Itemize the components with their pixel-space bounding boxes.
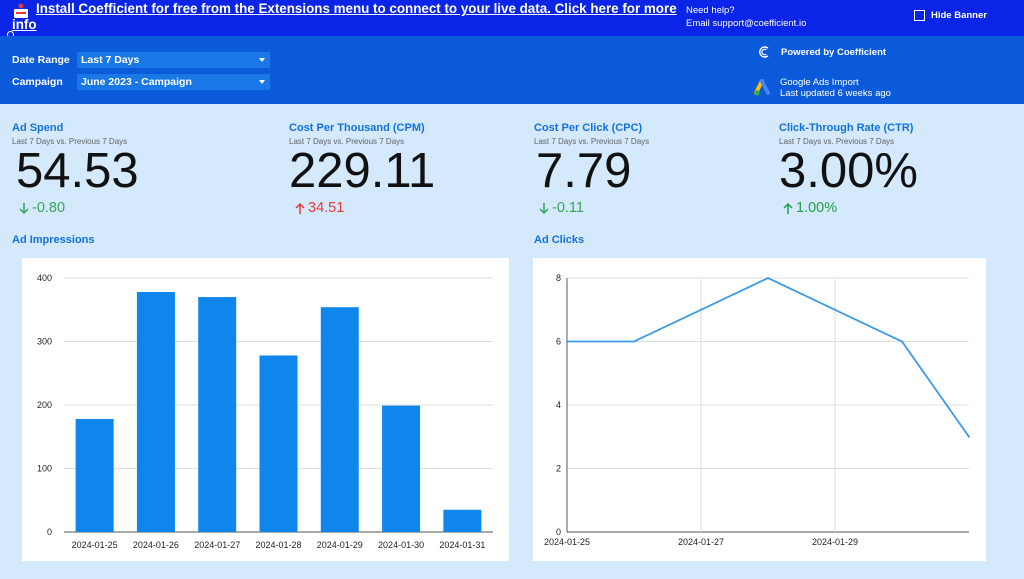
data-point bbox=[566, 340, 568, 343]
date-range-label: Date Range bbox=[12, 54, 70, 66]
x-tick-label: 2024-01-30 bbox=[378, 540, 424, 550]
data-point bbox=[968, 435, 970, 438]
kpi-value: 54.53 bbox=[16, 144, 139, 198]
kpi-delta: -0.80 bbox=[18, 200, 139, 216]
kpi-title: Ad Spend bbox=[12, 122, 64, 134]
arrow-down-icon bbox=[19, 202, 29, 214]
x-tick-label: 2024-01-31 bbox=[439, 540, 485, 550]
y-tick-label: 2 bbox=[556, 464, 561, 474]
filter-bar: Date Range Last 7 Days Campaign June 202… bbox=[0, 36, 1024, 104]
arrow-up-icon bbox=[783, 202, 793, 214]
date-range-value: Last 7 Days bbox=[81, 54, 140, 66]
kpi-title: Click-Through Rate (CTR) bbox=[779, 122, 914, 134]
help-info: Need help? Email support@coefficient.io bbox=[686, 4, 806, 30]
campaign-select[interactable]: June 2023 - Campaign bbox=[77, 74, 270, 90]
kpi-title: Cost Per Click (CPC) bbox=[534, 122, 643, 134]
data-point bbox=[700, 308, 702, 311]
ad-clicks-title: Ad Clicks bbox=[534, 234, 585, 246]
data-point bbox=[834, 308, 836, 311]
powered-by: Powered by Coefficient bbox=[757, 45, 886, 59]
coefficient-logo-icon bbox=[759, 46, 769, 58]
kpi-delta: 1.00% bbox=[782, 200, 918, 216]
kpi-value: 229.11 bbox=[289, 144, 436, 198]
x-tick-label: 2024-01-25 bbox=[544, 537, 590, 547]
kpi-subtitle: Last 7 Days vs. Previous 7 Days bbox=[779, 137, 895, 146]
x-tick-label: 2024-01-27 bbox=[678, 537, 724, 547]
ad-impressions-svg: 0 100 200 300 400 2024-01-25 2024-01-26 2024-01… bbox=[37, 273, 493, 550]
y-tick-label: 0 bbox=[556, 527, 561, 537]
kpi-ad-spend: Ad Spend Last 7 Days vs. Previous 7 Days… bbox=[12, 122, 139, 216]
install-coefficient-link[interactable]: Install Coefficient for free from the Ex… bbox=[12, 1, 677, 32]
coefficient-extension-icon bbox=[14, 3, 28, 18]
ad-impressions-chart: 0 100 200 300 400 2024-01-25 2024-01-26 2024-01… bbox=[22, 258, 509, 561]
y-tick-label: 0 bbox=[47, 527, 52, 537]
bar bbox=[259, 355, 298, 532]
kpi-title: Cost Per Thousand (CPM) bbox=[289, 122, 425, 134]
kpi-delta-value: -0.11 bbox=[552, 200, 584, 216]
y-tick-label: 8 bbox=[556, 273, 561, 283]
data-point bbox=[633, 340, 635, 343]
kpi-subtitle: Last 7 Days vs. Previous 7 Days bbox=[289, 137, 405, 146]
x-tick-label: 2024-01-27 bbox=[194, 540, 240, 550]
bar bbox=[382, 405, 421, 532]
kpi-delta: 34.51 bbox=[294, 200, 435, 216]
y-tick-label: 200 bbox=[37, 400, 52, 410]
kpi-cpc: Cost Per Click (CPC) Last 7 Days vs. Pre… bbox=[534, 122, 649, 216]
kpi-delta-value: -0.80 bbox=[32, 200, 66, 216]
x-tick-label: 2024-01-26 bbox=[133, 540, 179, 550]
data-point bbox=[901, 340, 903, 343]
google-ads-icon bbox=[754, 79, 770, 96]
x-tick-label: 2024-01-25 bbox=[72, 540, 118, 550]
kpi-value: 7.79 bbox=[536, 144, 632, 198]
ad-clicks-svg: 0 2 4 6 8 2024-01-25 2024-01-27 2024-01-29 bbox=[544, 273, 970, 547]
google-ads-import-info: Google Ads Import Last updated 6 weeks a… bbox=[754, 77, 891, 99]
bar bbox=[320, 307, 359, 532]
kpi-value: 3.00% bbox=[779, 144, 918, 198]
hide-banner-checkbox[interactable] bbox=[914, 10, 925, 21]
campaign-value: June 2023 - Campaign bbox=[81, 76, 192, 88]
date-range-select[interactable]: Last 7 Days bbox=[77, 52, 270, 68]
y-tick-label: 300 bbox=[37, 337, 52, 347]
kpi-subtitle: Last 7 Days vs. Previous 7 Days bbox=[534, 137, 650, 146]
x-tick-label: 2024-01-28 bbox=[255, 540, 301, 550]
ad-impressions-title: Ad Impressions bbox=[12, 234, 95, 246]
arrow-up-icon bbox=[295, 202, 305, 214]
bar bbox=[75, 418, 114, 532]
kpi-delta-value: 1.00% bbox=[796, 200, 838, 216]
import-name: Google Ads Import bbox=[780, 77, 859, 88]
bar bbox=[198, 297, 237, 532]
chevron-down-icon bbox=[259, 58, 265, 62]
last-updated: Last updated 6 weeks ago bbox=[780, 88, 891, 99]
ad-clicks-chart: 0 2 4 6 8 2024-01-25 2024-01-27 2024-01-29 bbox=[533, 258, 986, 561]
hide-banner-toggle[interactable]: Hide Banner bbox=[914, 10, 987, 21]
kpi-ctr: Click-Through Rate (CTR) Last 7 Days vs.… bbox=[779, 122, 918, 216]
campaign-label: Campaign bbox=[12, 76, 63, 88]
y-tick-label: 100 bbox=[37, 464, 52, 474]
y-tick-label: 6 bbox=[556, 337, 561, 347]
kpi-delta-value: 34.51 bbox=[308, 200, 345, 216]
y-tick-label: 4 bbox=[556, 400, 561, 410]
x-tick-label: 2024-01-29 bbox=[317, 540, 363, 550]
kpi-subtitle: Last 7 Days vs. Previous 7 Days bbox=[12, 137, 128, 146]
ad-clicks-series-line bbox=[567, 277, 970, 438]
powered-by-label: Powered by Coefficient bbox=[781, 46, 887, 58]
bar bbox=[443, 509, 482, 532]
kpi-delta: -0.11 bbox=[538, 200, 649, 216]
chevron-down-icon bbox=[259, 80, 265, 84]
help-label: Need help? bbox=[686, 5, 735, 16]
y-tick-label: 400 bbox=[37, 273, 52, 283]
kpi-cpm: Cost Per Thousand (CPM) Last 7 Days vs. … bbox=[289, 122, 435, 216]
bar bbox=[136, 291, 175, 532]
x-tick-label: 2024-01-29 bbox=[812, 537, 858, 547]
support-email[interactable]: Email support@coefficient.io bbox=[686, 18, 807, 29]
arrow-down-icon bbox=[539, 202, 549, 214]
hide-banner-label: Hide Banner bbox=[931, 10, 987, 21]
data-point bbox=[767, 277, 769, 279]
install-banner: Install Coefficient for free from the Ex… bbox=[0, 0, 1024, 38]
